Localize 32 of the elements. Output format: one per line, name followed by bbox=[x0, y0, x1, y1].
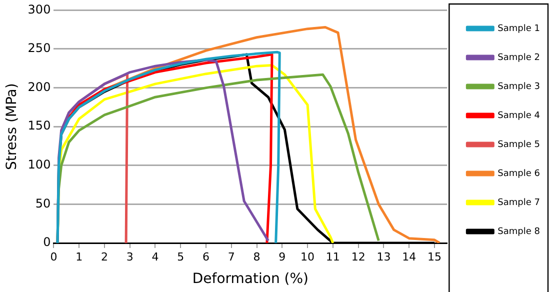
x-tick-label: 13 bbox=[376, 250, 391, 264]
x-tick-label: 3 bbox=[126, 250, 134, 264]
x-tick-label: 10 bbox=[300, 250, 315, 264]
legend-label: Sample 8 bbox=[498, 226, 540, 237]
y-tick-label: 50 bbox=[35, 196, 51, 210]
x-tick-label: 4 bbox=[152, 250, 159, 264]
x-tick-label: 7 bbox=[228, 250, 235, 264]
legend-label: Sample 6 bbox=[498, 168, 540, 179]
legend-label: Sample 1 bbox=[498, 24, 540, 34]
x-tick-label: 8 bbox=[253, 250, 260, 264]
x-tick-label: 14 bbox=[402, 250, 416, 264]
legend-label: Sample 5 bbox=[498, 140, 540, 150]
legend-label: Sample 7 bbox=[498, 198, 540, 208]
legend-label: Sample 2 bbox=[498, 52, 540, 63]
x-tick-label: 9 bbox=[278, 250, 286, 264]
x-tick-label: 15 bbox=[427, 250, 442, 264]
y-tick-label: 300 bbox=[28, 2, 51, 16]
y-tick-label: 0 bbox=[43, 235, 51, 250]
legend-label: Sample 3 bbox=[498, 82, 540, 92]
x-tick-label: 12 bbox=[351, 250, 366, 264]
x-tick-label: 5 bbox=[177, 250, 184, 264]
x-tick-label: 6 bbox=[202, 250, 210, 264]
y-tick-label: 250 bbox=[28, 41, 51, 56]
y-tick-label: 200 bbox=[28, 80, 51, 94]
x-axis-title: Deformation (%) bbox=[192, 271, 308, 288]
y-tick-label: 100 bbox=[28, 158, 51, 172]
legend-label: Sample 4 bbox=[498, 110, 540, 121]
y-tick-label: 150 bbox=[28, 118, 51, 133]
x-tick-label: 11 bbox=[326, 250, 340, 264]
x-tick-label: 2 bbox=[100, 250, 108, 264]
x-tick-label: 1 bbox=[76, 250, 83, 264]
y-axis-title: Stress (MPa) bbox=[4, 83, 20, 170]
